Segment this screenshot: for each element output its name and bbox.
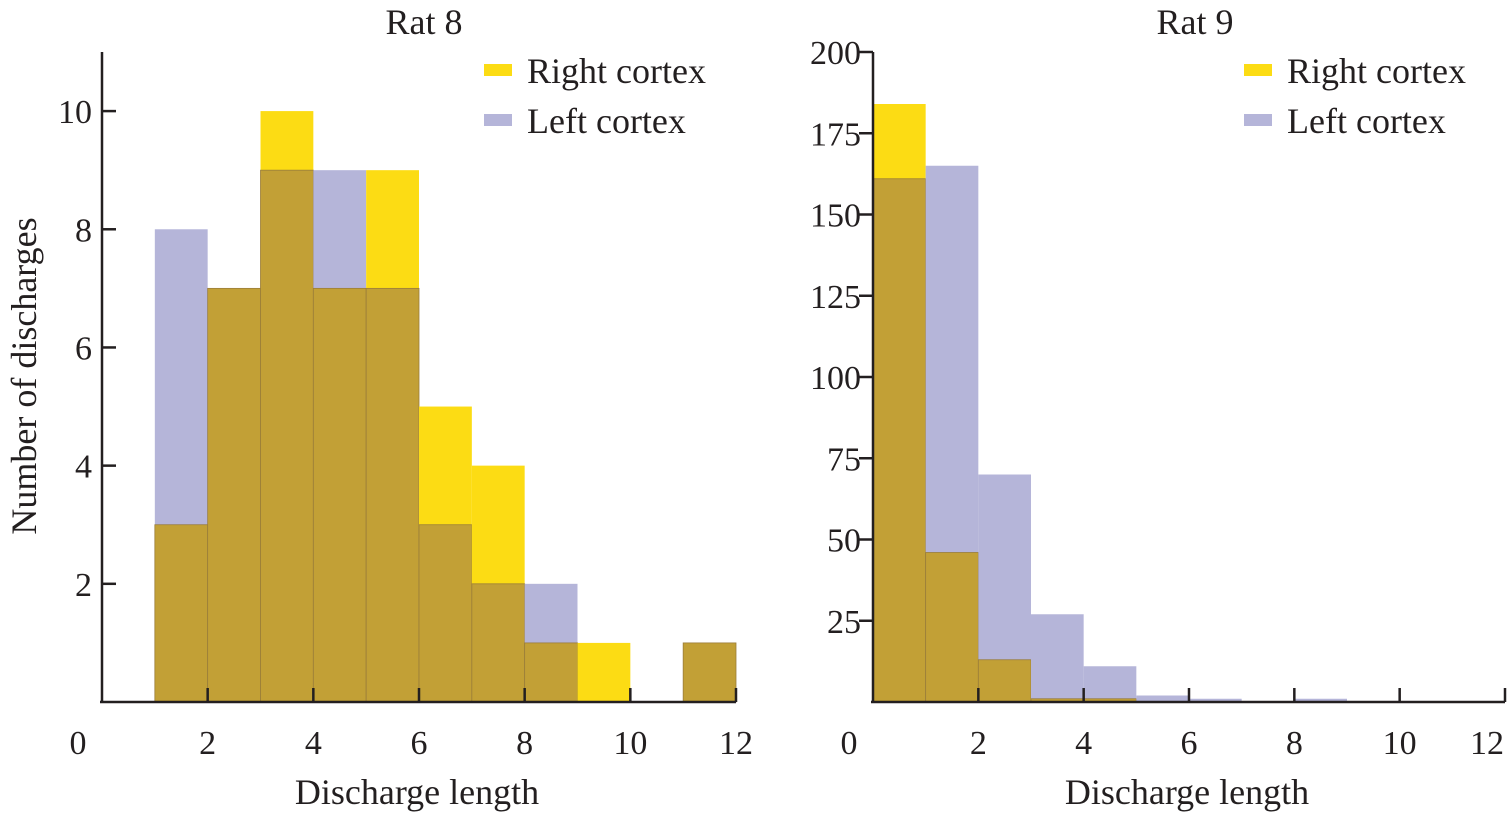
y-tick-label: 25 — [827, 604, 861, 641]
x-tick-label: 12 — [1470, 725, 1504, 762]
x-tick-label: 6 — [1181, 725, 1198, 762]
x-tick-label: 4 — [305, 725, 322, 762]
panel-rat-9: 0 2 4 6 8 10 12 25 50 75 100 125 150 175 200 Rat 9 Disch… — [810, 2, 1507, 812]
y-tick-label: 125 — [810, 279, 861, 316]
bar-overlap — [925, 552, 979, 703]
y-tick-label: 175 — [810, 116, 861, 153]
y-tick-label: 10 — [58, 94, 92, 131]
legend: Right cortex Left cortex — [1244, 51, 1466, 141]
y-axis-label: Number of discharges — [4, 217, 44, 534]
bar-left-cortex — [1189, 698, 1242, 702]
bar-overlap — [872, 178, 927, 703]
x-tick-label: 6 — [411, 725, 428, 762]
y-tick-label: 4 — [75, 449, 92, 486]
panel-rat-8: 0 2 4 6 8 10 12 2 4 6 8 10 Rat 8 Discharge length Numb… — [4, 2, 753, 812]
legend-label: Right cortex — [1287, 51, 1466, 91]
x-tick-label: 2 — [970, 725, 987, 762]
bar-overlap — [524, 642, 578, 703]
bar-left-cortex — [1083, 666, 1137, 702]
bar-left-cortex — [1031, 614, 1084, 702]
x-tick-label: 8 — [516, 725, 533, 762]
y-tick-label: 75 — [827, 441, 861, 478]
x-axis-label: Discharge length — [295, 772, 539, 812]
bar-overlap — [682, 642, 737, 703]
bar-overlap — [260, 169, 314, 703]
legend-swatch-left-cortex — [484, 114, 512, 126]
x-tick-label: 10 — [613, 725, 647, 762]
legend-label: Left cortex — [1287, 101, 1446, 141]
x-tick-label: 4 — [1075, 725, 1092, 762]
legend: Right cortex Left cortex — [484, 51, 706, 141]
bar-left-cortex — [1294, 698, 1347, 702]
chart-title: Rat 9 — [1157, 2, 1234, 42]
y-tick-label: 50 — [827, 523, 861, 560]
y-tick-label: 8 — [75, 212, 92, 249]
chart-title: Rat 8 — [386, 2, 463, 42]
x-tick-label: 2 — [199, 725, 216, 762]
x-tick-label: 0 — [841, 725, 858, 762]
legend-label: Left cortex — [527, 101, 686, 141]
legend-swatch-right-cortex — [484, 64, 512, 76]
bar-overlap — [365, 287, 420, 703]
x-axis-label: Discharge length — [1065, 772, 1309, 812]
y-tick-label: 6 — [75, 330, 92, 367]
bar-right-cortex — [577, 642, 631, 702]
legend-swatch-right-cortex — [1244, 64, 1272, 76]
bar-overlap — [471, 583, 526, 703]
bar-overlap — [207, 287, 261, 703]
y-tick-label: 200 — [810, 35, 861, 72]
y-tick-label: 100 — [810, 360, 861, 397]
x-tick-label: 8 — [1286, 725, 1303, 762]
x-tick-label: 0 — [70, 725, 87, 762]
y-tick-label: 2 — [75, 567, 92, 604]
bar-overlap — [154, 524, 209, 703]
x-tick-label: 10 — [1383, 725, 1417, 762]
bar-overlap — [977, 659, 1032, 703]
x-tick-label: 12 — [719, 725, 753, 762]
legend-label: Right cortex — [527, 51, 706, 91]
bar-overlap — [418, 524, 473, 703]
y-tick-label: 150 — [810, 198, 861, 235]
bar-overlap — [312, 287, 367, 703]
bar-left-cortex — [1136, 695, 1189, 702]
legend-swatch-left-cortex — [1244, 114, 1272, 126]
